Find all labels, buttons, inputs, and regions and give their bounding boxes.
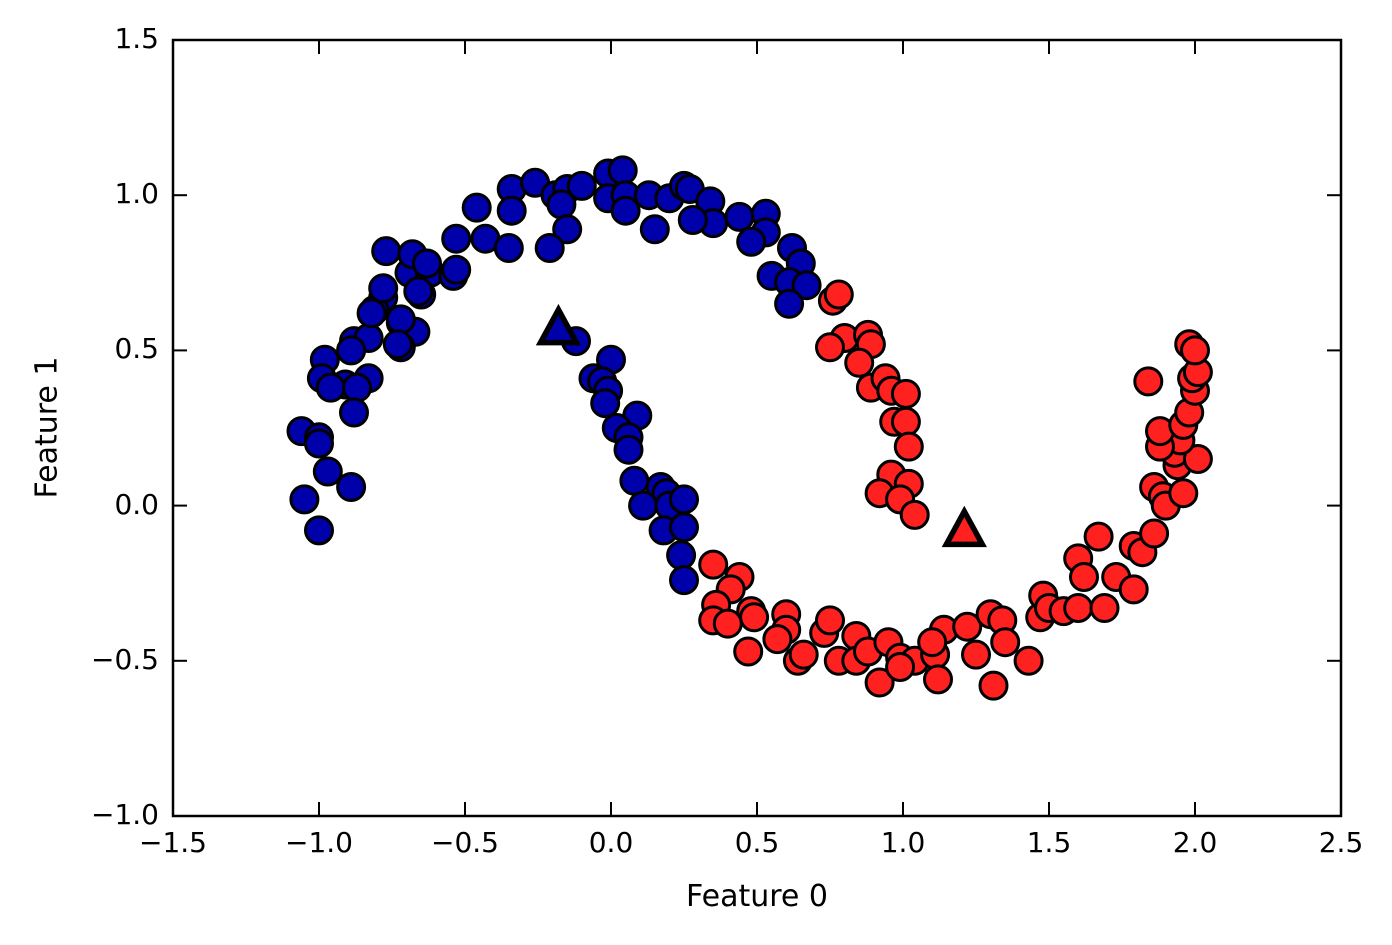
data-point <box>590 388 621 419</box>
data-point <box>552 214 583 245</box>
data-point <box>669 484 699 515</box>
data-point <box>336 335 367 366</box>
data-point <box>1013 645 1044 676</box>
data-point <box>698 549 729 580</box>
data-point <box>412 248 442 279</box>
data-point <box>736 226 767 257</box>
data-point <box>1139 518 1170 549</box>
data-point <box>628 490 659 521</box>
data-point <box>899 499 930 530</box>
data-point <box>788 639 819 670</box>
data-point <box>496 195 527 226</box>
data-point <box>342 372 372 403</box>
y-axis-label: Feature 1 <box>29 356 65 499</box>
data-point <box>312 456 343 487</box>
data-point <box>441 254 472 285</box>
data-point <box>885 652 916 682</box>
data-point <box>493 233 524 263</box>
data-point <box>304 515 334 546</box>
data-point <box>385 304 416 335</box>
data-point <box>304 428 334 459</box>
data-point <box>724 201 755 232</box>
data-point <box>534 233 565 263</box>
data-point <box>613 434 644 465</box>
data-point <box>1168 478 1199 509</box>
cluster-0-points <box>286 155 822 596</box>
data-point <box>382 329 413 360</box>
data-point <box>978 670 1009 701</box>
data-point <box>669 565 699 596</box>
data-point <box>566 170 597 201</box>
data-point <box>1069 562 1099 592</box>
data-point <box>791 270 822 301</box>
data-point <box>1133 366 1164 397</box>
data-point <box>890 406 921 437</box>
data-point <box>1089 593 1120 623</box>
x-axis-label: Feature 0 <box>686 879 828 914</box>
data-point <box>607 155 638 186</box>
data-point <box>923 664 953 695</box>
data-point <box>677 205 708 235</box>
data-point <box>961 639 991 670</box>
data-point <box>315 372 346 403</box>
data-point <box>990 627 1021 658</box>
data-point <box>461 192 492 223</box>
data-point <box>368 273 399 304</box>
data-point <box>619 465 650 496</box>
data-point <box>864 667 895 698</box>
data-point <box>1063 593 1094 623</box>
data-point <box>669 512 699 543</box>
data-point <box>1118 574 1149 605</box>
data-point <box>733 636 764 667</box>
data-point <box>815 605 845 636</box>
data-point <box>339 397 369 428</box>
data-point <box>762 624 793 655</box>
data-point <box>610 195 641 226</box>
data-point <box>441 223 472 254</box>
cluster-1-points <box>698 279 1213 701</box>
cluster-center-0-marker <box>535 303 582 346</box>
data-point <box>815 332 845 363</box>
data-point <box>356 298 387 329</box>
data-point <box>844 347 875 378</box>
data-point <box>666 540 697 571</box>
data-point <box>952 611 983 642</box>
data-point <box>917 627 948 658</box>
data-point <box>774 288 805 319</box>
data-point <box>371 236 402 267</box>
data-point <box>289 484 320 515</box>
data-point <box>1180 335 1210 366</box>
data-point <box>739 602 770 633</box>
data-point <box>1083 521 1114 552</box>
data-point <box>1182 444 1213 474</box>
data-point <box>890 378 921 409</box>
data-point <box>403 276 434 307</box>
data-point <box>893 431 924 462</box>
cluster-center-1-marker <box>941 505 987 548</box>
data-point <box>712 608 743 639</box>
data-point <box>336 472 367 502</box>
data-point <box>639 214 670 245</box>
data-point <box>823 279 854 310</box>
